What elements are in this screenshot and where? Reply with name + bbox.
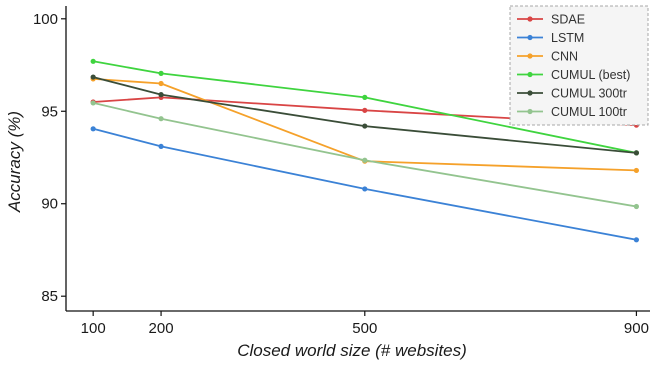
legend-item: CUMUL 300tr (517, 87, 627, 101)
data-point (158, 116, 164, 122)
legend-label: SDAE (551, 13, 585, 27)
legend-label: CUMUL 300tr (551, 87, 627, 101)
legend-swatch-marker (527, 34, 533, 41)
series-layer (90, 58, 640, 243)
data-point (158, 70, 164, 76)
legend-label: CUMUL 100tr (551, 105, 627, 119)
y-tick-label: 90 (41, 196, 58, 213)
legend-item: SDAE (517, 13, 585, 27)
series-line (93, 60, 637, 154)
data-point (90, 126, 96, 132)
data-point (158, 143, 164, 150)
legend-box (509, 5, 649, 126)
data-point (633, 237, 640, 243)
data-point (362, 107, 368, 113)
series-lstm (90, 126, 640, 243)
legend-swatch-marker (527, 108, 533, 115)
legend-swatch-marker (527, 53, 533, 59)
x-axis-title: Closed world size (# websites) (237, 341, 467, 360)
data-point (158, 80, 164, 87)
series-line (92, 76, 637, 154)
y-tick-label: 85 (41, 288, 58, 305)
data-point (362, 94, 368, 100)
data-point (362, 186, 368, 192)
legend-item: CUMUL 100tr (517, 105, 627, 119)
legend-item: CUMUL (best) (517, 68, 630, 82)
series-line (93, 96, 637, 126)
y-axis-title: Accuracy (%) (5, 111, 24, 213)
series-line (92, 127, 637, 241)
data-point (362, 157, 368, 163)
data-point (158, 92, 164, 98)
legend-swatch-marker (527, 16, 533, 22)
legend-swatch-marker (527, 90, 533, 96)
legend-label: CNN (551, 50, 578, 64)
series-line (93, 78, 637, 172)
x-tick-label: 900 (624, 320, 649, 337)
y-tick-label: 100 (33, 11, 58, 28)
x-tick-label: 100 (81, 320, 106, 337)
legend-swatch-marker (527, 71, 533, 78)
legend-item: CNN (517, 50, 578, 64)
x-tick-label: 500 (352, 320, 377, 337)
data-point (633, 150, 640, 156)
legend-item: LSTM (517, 31, 584, 45)
series-cumul-300tr (90, 74, 640, 156)
axes: 85 90 95 100 100 200 500 900 (33, 6, 650, 337)
x-tick-label: 200 (149, 320, 174, 337)
legend-label: CUMUL (best) (551, 68, 630, 82)
series-line (92, 102, 637, 208)
data-point (90, 100, 96, 106)
data-point (90, 58, 96, 64)
series-cumul-100tr (90, 100, 640, 210)
y-tick-label: 95 (41, 103, 58, 120)
data-point (362, 123, 368, 129)
data-point (633, 167, 640, 174)
legend-label: LSTM (551, 31, 584, 45)
data-point (633, 203, 640, 210)
data-point (90, 74, 96, 80)
legend: SDAE LSTM CNN CUMUL (best) CUMUL 300tr CUMUL … (509, 5, 649, 126)
